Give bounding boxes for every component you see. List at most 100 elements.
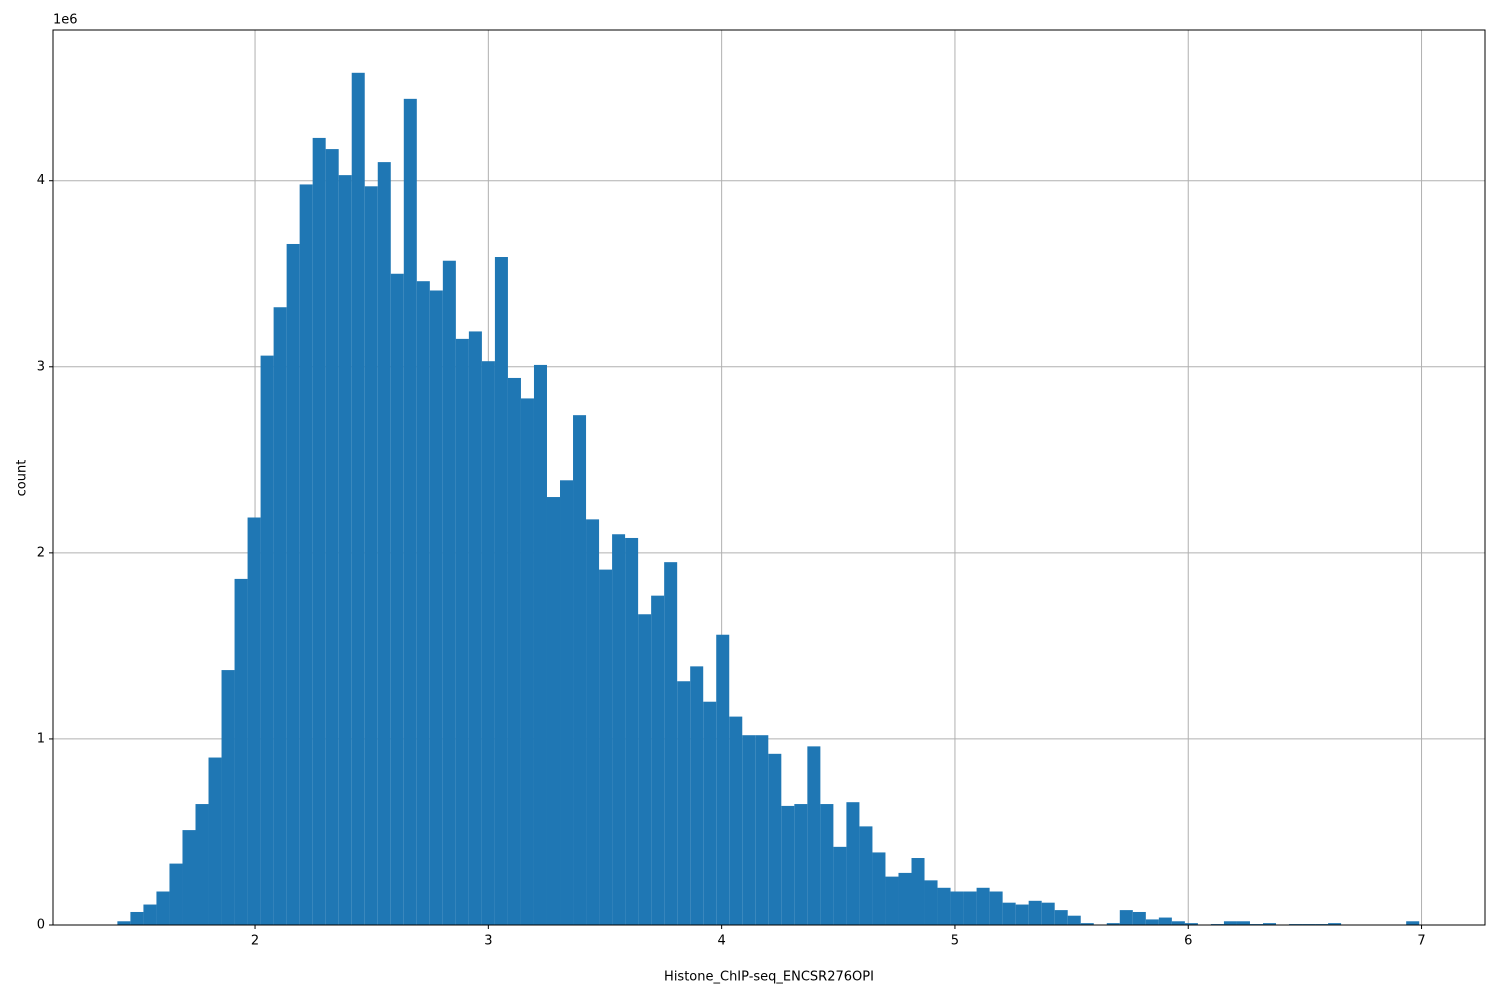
bar (312, 137, 326, 925)
bar (716, 634, 730, 925)
bar (573, 415, 587, 925)
bar (182, 830, 196, 925)
bar (533, 364, 547, 925)
bar (794, 804, 808, 925)
bar (872, 852, 886, 925)
bar (442, 260, 456, 925)
y-axis-label: count (15, 460, 30, 497)
bar (520, 398, 534, 926)
bar (586, 519, 600, 925)
bar (364, 186, 378, 925)
bar (885, 876, 899, 925)
bar (664, 562, 678, 925)
bar (351, 72, 365, 925)
bar (546, 497, 561, 925)
bar (1015, 904, 1029, 925)
bar (117, 921, 131, 925)
bar (677, 681, 691, 925)
x-axis-label: Histone_ChIP-seq_ENCSR276OPI (664, 970, 874, 985)
bar (377, 162, 391, 926)
bar (1028, 900, 1042, 925)
bar (1328, 923, 1342, 925)
x-tick-label: 5 (951, 934, 959, 949)
bar (924, 880, 938, 925)
bar (898, 872, 912, 925)
bar (156, 891, 170, 925)
bar (1223, 921, 1237, 925)
bar (455, 338, 469, 926)
bar (143, 904, 157, 925)
bar (403, 98, 417, 926)
bar (1184, 923, 1198, 925)
axes-frame (52, 29, 1486, 926)
bar (1002, 902, 1016, 925)
bar (911, 858, 925, 925)
bar (833, 846, 847, 925)
x-tick-label: 7 (1417, 934, 1425, 949)
bar (416, 281, 430, 925)
bar (1132, 911, 1146, 925)
bar (820, 804, 834, 925)
bar (690, 666, 704, 925)
y-tick-label: 2 (37, 545, 45, 560)
bar (742, 735, 756, 925)
bar (390, 273, 404, 926)
bar (612, 534, 626, 925)
bar (1262, 923, 1277, 925)
bar (130, 911, 144, 925)
bar (1236, 921, 1250, 925)
plot-area (53, 30, 1485, 926)
x-tick-label: 6 (1184, 934, 1192, 949)
bar (273, 307, 287, 925)
bar (286, 243, 300, 925)
bar (625, 537, 639, 925)
bar (208, 757, 222, 925)
bar (638, 614, 652, 925)
bar (950, 891, 964, 925)
bar (703, 701, 717, 925)
bar (299, 184, 313, 926)
x-tick-label: 4 (717, 934, 725, 949)
bar (1106, 923, 1120, 925)
bar (1067, 915, 1081, 925)
x-tick-label: 2 (251, 934, 259, 949)
bar (1041, 902, 1055, 925)
bar (507, 377, 521, 926)
y-tick-label: 0 (37, 918, 45, 933)
bar (859, 826, 873, 925)
bar (755, 735, 769, 925)
bar (234, 578, 248, 925)
bar (768, 753, 782, 925)
bar (729, 716, 743, 925)
bar (325, 149, 339, 926)
bar (781, 805, 795, 925)
y-tick-label: 1 (37, 731, 45, 746)
bar (1406, 921, 1420, 925)
bar (247, 517, 261, 925)
bar (1119, 910, 1133, 925)
bar (1054, 910, 1068, 925)
bar (169, 863, 183, 925)
bar (937, 887, 951, 925)
bar (221, 670, 235, 925)
y-tick-label: 4 (37, 173, 45, 188)
bar (560, 480, 574, 925)
bar (429, 290, 443, 925)
x-tick-label: 3 (484, 934, 492, 949)
bar (468, 331, 482, 925)
bar (846, 802, 860, 925)
y-offset-label: 1e6 (53, 13, 78, 28)
bar (481, 361, 495, 925)
bar (989, 891, 1003, 925)
bar (963, 891, 977, 925)
bar (338, 175, 352, 925)
bar (651, 595, 665, 925)
bar (195, 804, 209, 925)
bar (599, 569, 613, 925)
bar (1080, 923, 1094, 925)
bar (494, 257, 508, 925)
bar (1145, 919, 1159, 925)
bar (807, 746, 821, 925)
bar (1171, 921, 1185, 925)
